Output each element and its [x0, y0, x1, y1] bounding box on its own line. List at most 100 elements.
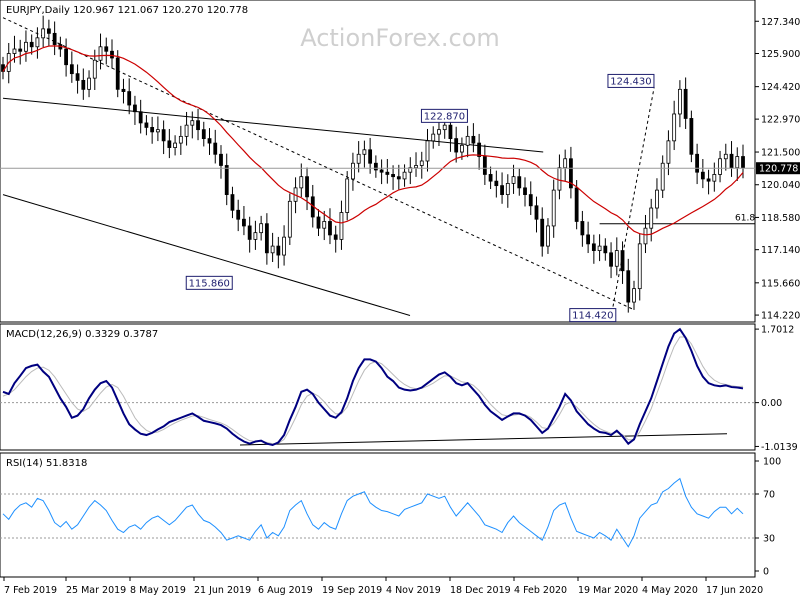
candle-body	[454, 138, 459, 153]
candle-body	[305, 176, 309, 198]
candle-body	[322, 221, 327, 229]
candle-body	[242, 218, 246, 227]
x-tick-label: 7 Feb 2019	[4, 585, 57, 596]
macd-panel	[0, 323, 756, 451]
candle-body	[81, 79, 86, 90]
candle-body	[706, 178, 711, 182]
candle-body	[41, 28, 46, 39]
candle-body	[87, 77, 91, 90]
price-tick-label: 125.900	[761, 49, 800, 60]
candle-body	[448, 124, 453, 140]
candle-body	[500, 185, 504, 195]
candle-body	[190, 120, 195, 126]
candle-body	[591, 243, 596, 251]
rsi-tick-label: 0	[763, 567, 769, 578]
candle-body	[603, 245, 608, 254]
candle-body	[471, 135, 476, 144]
candle-body	[35, 37, 40, 48]
candle-body	[207, 138, 212, 144]
candle-body	[425, 140, 430, 162]
candle-body	[700, 171, 705, 180]
candle-body	[523, 187, 527, 195]
candle-body	[121, 88, 126, 92]
candle-body	[632, 288, 636, 303]
price-annotations: 120.778 61.8 115.860 122.870 124.430 114.420	[185, 73, 800, 323]
x-tick-label: 17 Jun 2020	[706, 585, 763, 596]
candle-body	[695, 153, 700, 173]
candle-body	[115, 57, 120, 90]
price-axis: 127.340 125.900 124.420 122.970 121.500 120.0…	[755, 17, 800, 322]
x-tick-label: 21 Jun 2019	[194, 585, 251, 596]
last-price-label: 120.778	[759, 164, 798, 175]
rsi-tick-label: 70	[763, 490, 775, 501]
candle-body	[735, 156, 740, 169]
rsi-line	[2, 477, 744, 548]
candle-body	[75, 73, 80, 81]
candle-body	[718, 158, 722, 175]
candle-body	[689, 118, 694, 155]
candle-body	[643, 227, 648, 245]
macd-tick-label: 0.00	[761, 398, 782, 409]
price-tick-label: 115.660	[761, 278, 800, 289]
x-tick-label: 25 Mar 2019	[66, 585, 126, 596]
candle-body	[580, 221, 585, 236]
candle-body	[110, 50, 114, 59]
price-annotation-label: 124.430	[610, 76, 651, 87]
candle-body	[666, 140, 671, 164]
x-tick-label: 18 Dec 2019	[450, 585, 511, 596]
candle-body	[546, 225, 550, 247]
candle-body	[12, 48, 17, 54]
candle-body	[660, 162, 665, 191]
candle-body	[741, 156, 745, 169]
price-tick-label: 121.500	[761, 148, 800, 159]
candle-body	[373, 162, 378, 171]
price-header: EURJPY,Daily 120.967 121.067 120.270 120…	[6, 5, 248, 16]
candle-body	[224, 165, 229, 195]
candle-body	[299, 176, 304, 189]
candle-body	[328, 221, 332, 236]
candle-body	[609, 252, 613, 267]
candle-body	[655, 189, 659, 209]
candle-body	[253, 232, 258, 240]
candle-body	[540, 218, 545, 247]
candle-body	[465, 135, 470, 146]
x-tick-label: 19 Sep 2019	[322, 585, 382, 596]
candle-body	[230, 194, 235, 211]
candle-body	[264, 223, 269, 254]
x-tick-label: 8 May 2019	[130, 585, 186, 596]
price-annotation-box	[185, 275, 233, 290]
candle-body	[270, 245, 275, 254]
candle-body	[345, 178, 350, 213]
rsi-tick-label: 30	[763, 534, 775, 545]
candle-body	[442, 124, 447, 131]
price-tick-label: 127.340	[761, 17, 800, 28]
candle-body	[127, 91, 132, 106]
candle-body	[18, 48, 23, 52]
candle-body	[184, 124, 189, 137]
price-annotation-label: 115.860	[189, 278, 230, 289]
candle-body	[178, 135, 183, 144]
candle-body	[161, 129, 166, 142]
price-annotation-box	[569, 308, 617, 323]
rsi-header: RSI(14) 51.8318	[6, 458, 87, 469]
price-candles	[1, 15, 745, 313]
candle-body	[236, 209, 241, 220]
price-annotation-box	[420, 108, 468, 123]
candle-body	[351, 162, 355, 180]
candle-body	[24, 41, 28, 52]
candle-body	[69, 64, 74, 75]
candle-body	[534, 205, 539, 220]
candle-body	[213, 142, 218, 155]
macd-line	[2, 327, 744, 447]
candle-body	[614, 250, 619, 267]
candle-body	[379, 169, 384, 173]
candle-body	[620, 250, 625, 272]
price-tick-label: 120.040	[761, 180, 800, 191]
rsi-axis: 100 70 30 0	[755, 457, 781, 578]
candle-body	[133, 104, 137, 113]
candle-body	[385, 171, 390, 175]
price-annotation-label: 122.870	[424, 111, 465, 122]
moving-average-line	[2, 45, 744, 236]
candle-body	[167, 140, 172, 148]
dotted-rally-line	[612, 87, 655, 307]
